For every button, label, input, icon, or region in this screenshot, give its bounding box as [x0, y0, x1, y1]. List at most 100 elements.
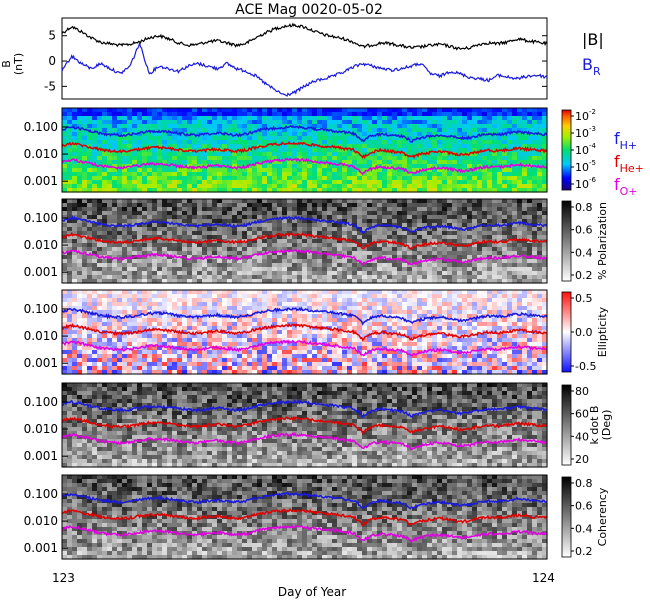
spectrogram-cell [142, 180, 148, 185]
spectrogram-cell [452, 136, 458, 141]
spectrogram-cell [72, 310, 78, 315]
spectrogram-cell [227, 219, 233, 224]
spectrogram-cell [97, 275, 103, 280]
spectrogram-cell [417, 176, 423, 181]
spectrogram-cell [412, 219, 418, 224]
spectrogram-cell [227, 136, 233, 141]
spectrogram-cell [217, 342, 223, 347]
spectrogram-cell [112, 112, 118, 117]
spectrogram-cell [337, 160, 343, 165]
spectrogram-cell [372, 168, 378, 173]
spectrogram-cell [177, 188, 183, 193]
spectrogram-cell [82, 358, 88, 363]
spectrogram-cell [477, 148, 483, 153]
spectrogram-cell [72, 338, 78, 343]
spectrogram-cell [237, 370, 243, 375]
spectrogram-cell [257, 188, 263, 193]
spectrogram-cell [372, 203, 378, 208]
spectrogram-cell [217, 140, 223, 145]
spectrogram-cell [247, 180, 253, 185]
spectrogram-cell [142, 338, 148, 343]
spectrogram-cell [232, 334, 238, 339]
spectrogram-cell [207, 128, 213, 133]
spectrogram-cell [482, 136, 488, 141]
spectrogram-cell [272, 180, 278, 185]
spectrogram-cell [167, 358, 173, 363]
spectrogram-cell [157, 132, 163, 137]
spectrogram-cell [442, 140, 448, 145]
spectrogram-cell [192, 231, 198, 236]
spectrogram-cell [102, 203, 108, 208]
spectrogram-cell [292, 164, 298, 169]
spectrogram-cell [317, 132, 323, 137]
spectrogram-cell [262, 243, 268, 248]
spectrogram-cell [227, 354, 233, 359]
spectrogram-cell [412, 112, 418, 117]
spectrogram-cell [202, 294, 208, 299]
spectrogram-cell [372, 211, 378, 216]
spectrogram-cell [367, 255, 373, 260]
spectrogram-cell [457, 235, 463, 240]
spectrogram-cell [197, 219, 203, 224]
spectrogram-cell [392, 160, 398, 165]
spectrogram-cell [397, 215, 403, 220]
spectrogram-cell [532, 267, 538, 272]
spectrogram-cell [307, 188, 313, 193]
spectrogram-cell [82, 267, 88, 272]
spectrogram-cell [427, 227, 433, 232]
spectrogram-cell [412, 243, 418, 248]
spectrogram-cell [457, 267, 463, 272]
spectrogram-cell [147, 346, 153, 351]
spectrogram-cell [362, 247, 368, 252]
spectrogram-cell [162, 231, 168, 236]
spectrogram-cell [517, 239, 523, 244]
spectrogram-cell [467, 235, 473, 240]
spectrogram-cell [102, 219, 108, 224]
spectrogram-cell [177, 207, 183, 212]
spectrogram-cell [537, 279, 543, 284]
spectrogram-cell [417, 132, 423, 137]
spectrogram-cell [387, 168, 393, 173]
spectrogram-cell [162, 132, 168, 137]
spectrogram-cell [152, 314, 158, 319]
spectrogram-cell [342, 259, 348, 264]
spectrogram-cell [517, 160, 523, 165]
spectrogram-cell [437, 116, 443, 121]
spectrogram-cell [172, 184, 178, 189]
spectrogram-cell [442, 203, 448, 208]
spectrogram-cell [487, 152, 493, 157]
spectrogram-cell [377, 108, 383, 113]
spectrogram-cell [157, 247, 163, 252]
spectrogram-cell [442, 128, 448, 133]
spectrogram-cell [62, 120, 68, 125]
spectrogram-cell [182, 243, 188, 248]
spectrogram-cell [217, 370, 223, 375]
spectrogram-cell [377, 168, 383, 173]
spectrogram-cell [232, 112, 238, 117]
spectrogram-cell [197, 334, 203, 339]
spectrogram-cell [97, 207, 103, 212]
spectrogram-cell [187, 112, 193, 117]
spectrogram-cell [122, 263, 128, 268]
spectrogram-cell [527, 172, 533, 177]
spectrogram-cell [282, 223, 288, 228]
spectrogram-cell [232, 271, 238, 276]
spectrogram-cell [297, 112, 303, 117]
spectrogram-cell [317, 271, 323, 276]
spectrogram-cell [102, 215, 108, 220]
spectrogram-cell [72, 116, 78, 121]
spectrogram-cell [212, 318, 218, 323]
spectrogram-cell [497, 243, 503, 248]
spectrogram-cell [77, 227, 83, 232]
spectrogram-cell [342, 160, 348, 165]
spectrogram-cell [242, 247, 248, 252]
spectrogram-cell [387, 263, 393, 268]
spectrogram-cell [257, 275, 263, 280]
spectrogram-cell [267, 259, 273, 264]
spectrogram-cell [92, 318, 98, 323]
spectrogram-cell [202, 112, 208, 117]
spectrogram-cell [162, 188, 168, 193]
spectrogram-cell [432, 124, 438, 129]
spectrogram-cell [247, 342, 253, 347]
spectrogram-cell [537, 251, 543, 256]
